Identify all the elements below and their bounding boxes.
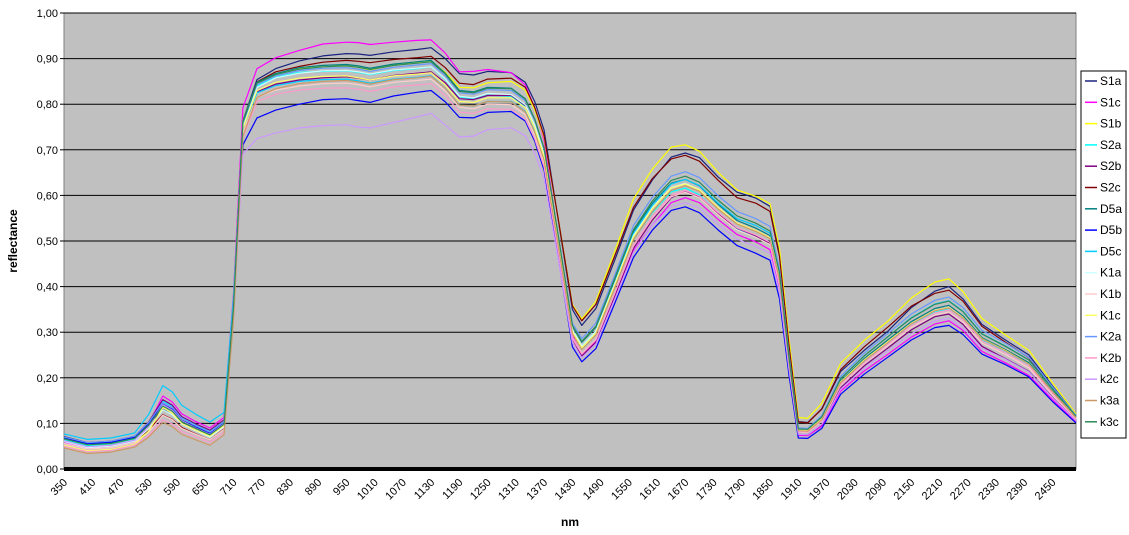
y-tick-label: 0,70 [37,145,58,157]
x-axis-tick-labels: 350 410 470 530 590 650 710 770 830 890 950 1010 107… [49,477,1059,503]
x-tick-label: 1550 [609,477,635,503]
legend-label: D5b [1100,223,1122,237]
x-tick-label: 1730 [694,477,720,503]
x-tick-label: 470 [105,477,126,498]
x-tick-label: 1610 [637,477,663,503]
x-axis-title: nm [561,515,579,529]
x-tick-label: 2210 [920,477,946,503]
legend-items: S1a S1c S1b S2a S2b S2c D5a D5b D5c K1a K1b K1c K2a K… [1085,74,1122,429]
x-tick-label: 1010 [355,477,381,503]
x-tick-label: 1670 [666,477,692,503]
x-tick-label: 1130 [412,477,437,502]
x-tick-label: 1790 [722,477,748,503]
y-axis-title: reflectance [6,209,20,273]
x-tick-label: 1970 [807,477,833,503]
x-tick-label: 530 [133,477,154,498]
x-tick-label: 950 [331,477,352,498]
x-tick-label: 2450 [1033,477,1059,503]
y-tick-label: 0,90 [37,54,58,66]
legend-label: K1c [1100,308,1121,322]
x-tick-label: 1070 [383,477,409,503]
x-tick-label: 1370 [524,477,550,503]
x-tick-label: 1850 [750,477,776,503]
legend: S1a S1c S1b S2a S2b S2c D5a D5b D5c K1a K1b K1c K2a K… [1080,70,1127,439]
x-tick-label: 770 [246,477,267,498]
legend-box [1080,70,1127,439]
x-tick-label: 2090 [863,477,889,503]
x-tick-label: 1490 [581,477,607,503]
y-tick-label: 0,00 [37,464,58,476]
x-tick-label: 2390 [1005,477,1031,503]
legend-label: S2b [1100,159,1122,173]
series-line-k3a [63,75,1077,455]
legend-label: S2c [1100,181,1121,195]
y-tick-label: 0,50 [37,236,58,248]
legend-label: k3c [1100,415,1119,429]
legend-label: S1a [1100,74,1122,88]
legend-label: k3a [1100,394,1120,408]
x-tick-label: 890 [303,477,324,498]
legend-label: K1a [1100,266,1122,280]
legend-label: k2c [1100,372,1119,386]
x-tick-label: 2030 [835,477,861,503]
y-tick-label: 1,00 [37,8,58,20]
x-tick-label: 1910 [779,477,805,503]
y-tick-label: 0,60 [37,190,58,202]
y-tick-label: 0,80 [37,99,58,111]
legend-label: S1c [1100,95,1121,109]
gridlines [64,12,1076,424]
x-tick-label: 1310 [496,477,522,503]
series-line-k3c [63,61,1077,446]
series-lines [63,39,1077,455]
x-tick-label: 830 [275,477,296,498]
legend-label: K2b [1100,351,1122,365]
x-tick-label: 2330 [976,477,1002,503]
y-axis-tick-labels: 0,00 0,10 0,20 0,30 0,40 0,50 0,60 0,70 0,80 0,90… [37,8,64,476]
x-tick-label: 710 [218,477,239,498]
y-tick-label: 0,30 [37,327,58,339]
legend-label: S2a [1100,138,1122,152]
x-axis-baseline [64,467,1076,471]
legend-label: K1b [1100,287,1122,301]
x-tick-label: 590 [162,477,183,498]
x-tick-label: 410 [77,477,98,498]
x-tick-label: 2150 [892,477,918,503]
x-tick-label: 1190 [440,477,465,502]
legend-label: D5c [1100,244,1121,258]
legend-label: K2a [1100,330,1122,344]
x-tick-label: 650 [190,477,211,498]
y-tick-label: 0,10 [37,418,58,430]
x-tick-label: 2270 [948,477,974,503]
y-tick-label: 0,20 [37,373,58,385]
legend-label: D5a [1100,202,1122,216]
legend-label: S1b [1100,117,1122,131]
x-tick-label: 350 [49,477,70,498]
x-tick-label: 1430 [553,477,579,503]
x-tick-label: 1250 [468,477,494,503]
y-tick-label: 0,40 [37,282,58,294]
